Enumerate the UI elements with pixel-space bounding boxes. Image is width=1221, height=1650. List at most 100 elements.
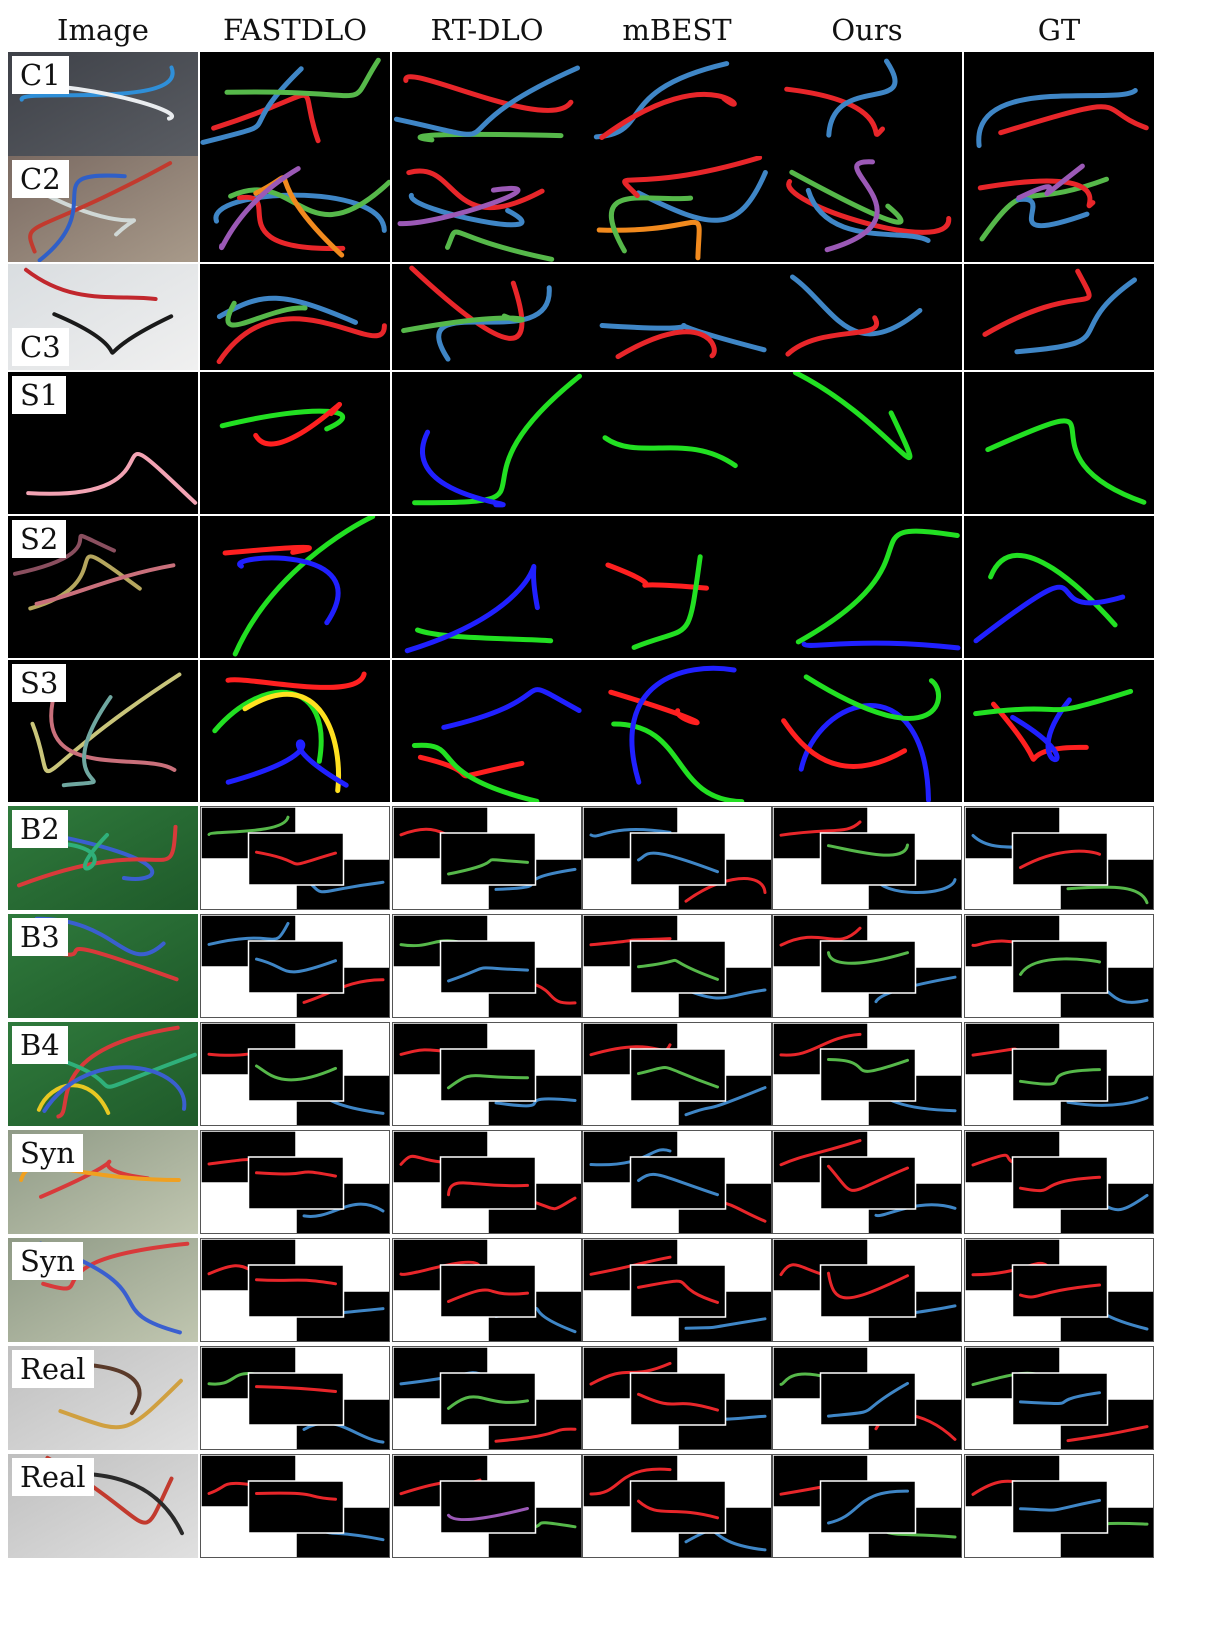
mask-curve-0 [982,268,1092,337]
result-gt [964,156,1154,262]
patch-2 [1011,832,1109,886]
input-image: C1 [8,52,198,156]
segmentation-mask [596,156,768,261]
mask-curve-1 [785,315,880,357]
segmentation-mask [401,265,552,362]
result-ours [772,1022,962,1126]
segmentation-mask [201,915,389,1017]
segmentation-mask [397,168,555,262]
row-label: Real [12,1350,94,1388]
mask-curve-1 [599,91,737,140]
mask-curve [255,957,337,974]
patch-2 [1011,1372,1109,1426]
result-mbest [582,52,772,156]
result-mbest [582,660,772,802]
segmentation-mask [583,1131,771,1233]
segmentation-mask [773,915,961,1017]
result-ours [772,52,962,156]
mask-curve [589,1467,672,1496]
mask-curve-2 [225,300,308,328]
mask-curve-0 [599,322,767,353]
mask-curve [1019,1498,1101,1512]
mask-curve-1 [615,329,717,360]
mask-curve-1 [635,170,768,223]
column-header-3: mBEST [622,13,732,47]
patch-2 [629,1480,727,1534]
column-header-4: Ours [831,13,903,47]
mask-curve [1019,1175,1101,1193]
segmentation-mask [201,807,389,909]
row-label: B4 [12,1026,68,1064]
mask-curve [827,951,909,965]
segmentation-mask [393,65,580,143]
mask-curve-2 [224,57,381,99]
result-rt-dlo [392,1454,582,1558]
patch-2 [1011,1480,1109,1534]
result-rt-dlo [392,1346,582,1450]
mask-curve [827,1164,909,1192]
row-label: B3 [12,918,68,956]
result-mbest [582,1022,772,1126]
mask-curve-1 [441,687,582,730]
segmentation-mask [773,1239,961,1341]
result-mbest [582,1454,772,1558]
mask-curve [494,1097,577,1108]
mask-curve-2 [411,742,540,802]
segmentation-mask [404,564,554,654]
mask-curve-1 [631,554,703,650]
patch-2 [629,1156,727,1210]
mask-curve [684,988,767,1000]
mask-curve [637,851,719,874]
result-mbest [582,1346,772,1450]
mask-curve-1 [404,564,540,654]
wire-2 [61,695,113,788]
mask-curve-3 [622,156,763,199]
result-gt [964,52,1154,156]
row-label: B2 [12,810,68,848]
input-image: Syn [8,1238,198,1342]
mask-curve-0 [988,552,1118,628]
mask-curve [1066,1425,1149,1443]
segmentation-mask [605,554,709,650]
wire-0 [24,267,158,301]
segmentation-mask [201,1239,389,1341]
patch-2 [247,1264,345,1318]
mask-curve [447,858,529,876]
patch-2 [819,1480,917,1534]
segmentation-mask [602,435,738,469]
mask-curve [1019,849,1101,870]
result-gt [964,806,1154,910]
input-image: C2 [8,156,198,262]
mask-curve-0 [412,373,582,506]
mask-curve [827,843,909,857]
input-image: Real [8,1346,198,1450]
mask-curve-0 [406,168,545,211]
mask-curve [447,1395,529,1410]
patch-2 [439,940,537,994]
mask-curve [827,1271,909,1300]
mask-curve-2 [608,195,694,254]
patch-2 [629,1048,727,1102]
mask-curve [779,820,862,837]
column-header-0: Image [57,13,149,47]
segmentation-mask [201,1023,389,1125]
segmentation-mask [786,159,952,253]
mask-curve-2 [237,555,341,626]
patch-2 [1011,1156,1109,1210]
mask-curve-3 [824,159,880,253]
result-gt [964,1022,1154,1126]
mask-curve [1019,1068,1101,1086]
mask-curve-0 [991,701,1089,762]
result-ours [772,1238,962,1342]
row-label: C2 [12,160,69,198]
mask-curve [255,1064,337,1082]
segmentation-mask [219,401,346,447]
mask-curve-1 [977,178,1096,209]
result-ours [772,806,962,910]
patch-2 [819,1156,917,1210]
result-gt [964,264,1154,370]
mask-curve-4 [219,166,301,251]
mask-curve-1 [420,429,506,508]
wire-0 [26,452,198,505]
row-label: Syn [12,1242,83,1280]
